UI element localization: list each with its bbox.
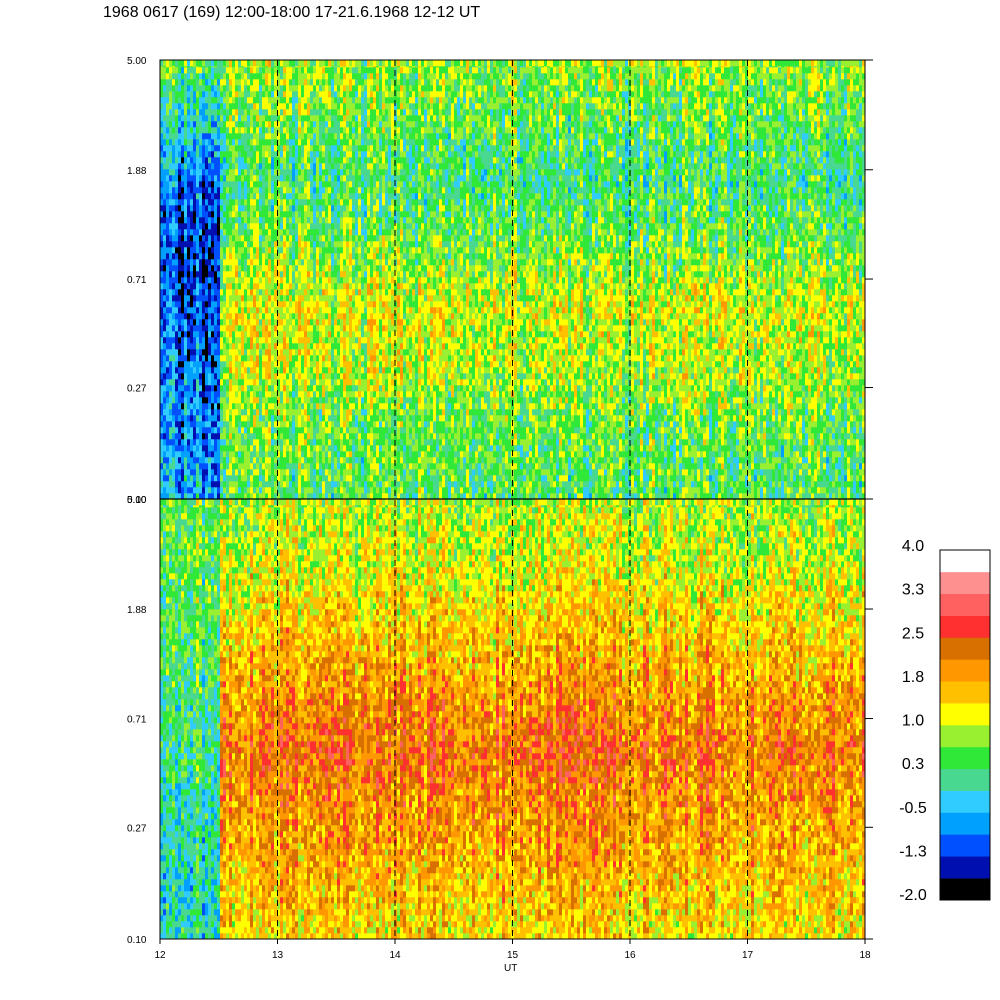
y-tick-label: 0.71 bbox=[127, 715, 147, 726]
colorbar-swatch bbox=[940, 637, 990, 660]
colorbar-swatch bbox=[940, 703, 990, 726]
heatmap-panel-upper: 0.10 0.27 0.71 1.88 5.00 bbox=[127, 56, 873, 506]
x-axis-label: UT bbox=[504, 963, 517, 974]
colorbar-swatch bbox=[940, 615, 990, 638]
y-tick-label: 0.27 bbox=[127, 823, 147, 834]
colorbar-swatch bbox=[940, 725, 990, 748]
y-tick-label: 1.88 bbox=[127, 605, 147, 616]
y-tick-label: 0.27 bbox=[127, 384, 147, 395]
axes-layer: 12 13 14 15 16 17 18 bbox=[154, 60, 871, 961]
x-tick-label: 14 bbox=[389, 950, 401, 961]
colorbar-label: 3.3 bbox=[902, 582, 924, 599]
colorbar-swatch bbox=[940, 834, 990, 857]
colorbar-frame bbox=[939, 549, 991, 901]
colorbar-label: 1.8 bbox=[902, 669, 924, 686]
y-tick-label: 0.10 bbox=[127, 935, 147, 946]
colorbar-swatch bbox=[940, 812, 990, 835]
colorbar: 4.0 3.3 2.5 1.8 1.0 0.3 -0.5 -1.3 -2.0 bbox=[899, 538, 991, 904]
colorbar-swatch bbox=[940, 659, 990, 682]
colorbar-swatch bbox=[940, 681, 990, 704]
colorbar-swatch bbox=[940, 878, 990, 901]
x-tick-label: 17 bbox=[742, 950, 754, 961]
y-tick-label: 5.00 bbox=[127, 56, 147, 67]
chart-title: 1968 0617 (169) 12:00-18:00 17-21.6.1968… bbox=[103, 4, 480, 22]
x-tick-label: 12 bbox=[154, 950, 166, 961]
x-tick-label: 16 bbox=[624, 950, 636, 961]
colorbar-swatch bbox=[940, 550, 990, 573]
colorbar-swatch bbox=[940, 746, 990, 770]
x-tick-label: 18 bbox=[859, 950, 871, 961]
colorbar-swatch bbox=[940, 856, 990, 879]
colorbar-label: 0.3 bbox=[902, 756, 924, 773]
heatmap-panel-lower: 0.10 0.27 0.71 1.88 5.00 bbox=[127, 495, 873, 946]
y-tick-label: 1.88 bbox=[127, 166, 147, 177]
colorbar-label: -2.0 bbox=[899, 887, 927, 904]
colorbar-swatch bbox=[940, 768, 990, 791]
colorbar-label: -0.5 bbox=[899, 800, 927, 817]
y-tick-label: 5.00 bbox=[127, 495, 147, 506]
panels-layer: 0.100.270.711.885.000.100.270.711.885.00 bbox=[127, 56, 873, 946]
colorbar-label: 1.0 bbox=[902, 713, 924, 730]
x-tick-label: 15 bbox=[507, 950, 519, 961]
colorbar-swatch bbox=[940, 790, 990, 813]
x-tick-label: 13 bbox=[272, 950, 284, 961]
colorbar-label: 2.5 bbox=[902, 625, 924, 642]
colorbar-label: -1.3 bbox=[899, 843, 927, 860]
colorbar-swatch bbox=[940, 571, 990, 595]
colorbar-swatch bbox=[940, 593, 990, 616]
y-tick-label: 0.10 bbox=[127, 495, 147, 506]
y-tick-label: 0.71 bbox=[127, 275, 147, 286]
colorbar-label: 4.0 bbox=[902, 538, 924, 555]
